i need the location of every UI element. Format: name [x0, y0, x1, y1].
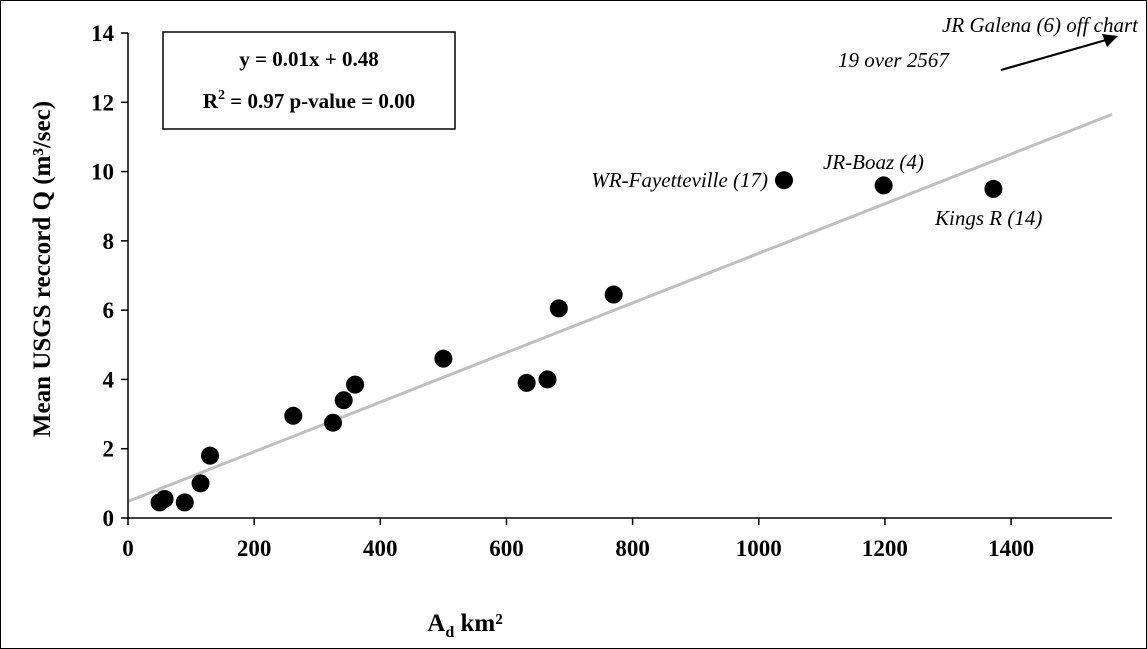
annotation-jr-boaz: JR-Boaz (4): [823, 150, 924, 174]
x-axis-title-subscript: d: [445, 624, 454, 641]
y-axis-ticks: 0 2 4 6 8 10 12 14: [91, 21, 128, 531]
data-point: [334, 391, 353, 410]
equation-box-border: [162, 31, 456, 130]
data-point: [874, 176, 893, 195]
data-point: [604, 285, 623, 304]
x-tick-label: 800: [615, 536, 650, 561]
x-axis-ticks: 0 200 400 600 800 1000 1200 1400: [122, 518, 1034, 561]
offchart-note-line2: 19 over 2567: [838, 48, 950, 72]
data-point: [517, 373, 536, 392]
data-point: [324, 413, 342, 432]
y-tick-label: 8: [103, 229, 115, 254]
r-superscript: 2: [218, 88, 225, 103]
x-axis-title: Ad km²: [427, 610, 502, 641]
x-tick-label: 200: [237, 536, 272, 561]
trendline-stats: R2 = 0.97 p-value = 0.00: [203, 88, 415, 113]
y-tick-label: 14: [91, 21, 115, 46]
annotation-kings-r: Kings R (14): [934, 206, 1042, 230]
y-tick-label: 4: [103, 367, 115, 392]
data-point: [984, 179, 1003, 198]
x-tick-label: 1400: [988, 536, 1034, 561]
data-point: [775, 171, 793, 190]
r-stats-rest: = 0.97 p-value = 0.00: [225, 89, 415, 113]
trendline: [127, 113, 1113, 503]
y-tick-label: 2: [103, 437, 115, 462]
y-axis-title: Mean USGS reccord Q (m³/sec): [29, 101, 56, 437]
annotation-wr-fayetteville: WR-Fayetteville (17): [591, 168, 768, 192]
r-label: R: [203, 89, 219, 113]
data-point: [549, 299, 568, 318]
data-point: [538, 370, 557, 389]
x-tick-label: 400: [363, 536, 398, 561]
data-points: [150, 171, 1003, 512]
x-tick-label: 1000: [736, 536, 782, 561]
data-point: [155, 489, 174, 508]
data-point: [175, 493, 194, 512]
y-tick-label: 10: [91, 160, 114, 185]
data-point: [346, 375, 365, 394]
y-tick-label: 12: [91, 90, 114, 115]
data-point: [191, 474, 210, 493]
trendline-equation: y = 0.01x + 0.48: [239, 47, 378, 71]
data-point: [284, 406, 303, 425]
y-tick-label: 0: [103, 506, 115, 531]
equation-box: y = 0.01x + 0.48 R2 = 0.97 p-value = 0.0…: [162, 31, 456, 130]
offchart-arrow-icon: [1000, 34, 1118, 72]
offchart-note-line1: JR Galena (6) off chart: [942, 13, 1139, 37]
x-tick-label: 600: [489, 536, 524, 561]
y-tick-label: 6: [103, 298, 115, 323]
x-axis-title-rest: km²: [454, 610, 502, 637]
x-tick-label: 0: [122, 536, 134, 561]
x-tick-label: 1200: [862, 536, 908, 561]
data-point: [434, 349, 453, 368]
x-axis-title-main: A: [427, 610, 445, 637]
data-point: [201, 446, 219, 465]
